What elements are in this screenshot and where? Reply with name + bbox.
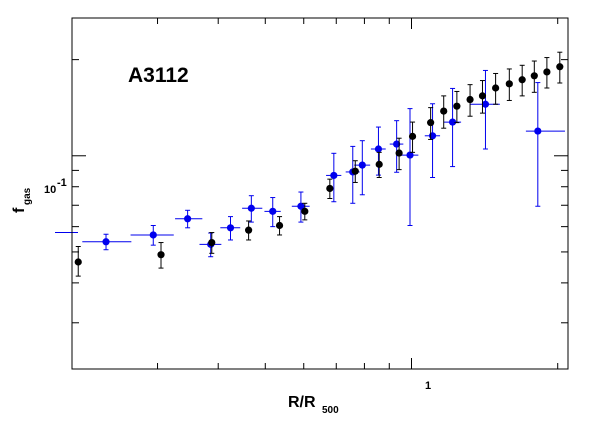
blue-point (291, 191, 310, 223)
blue-point (443, 87, 462, 168)
black-marker (326, 184, 334, 193)
black-point (326, 178, 334, 199)
black-point (375, 151, 383, 179)
black-point (275, 216, 284, 236)
black-point (530, 60, 538, 93)
blue-marker (393, 140, 401, 148)
black-marker (466, 95, 474, 104)
blue-point (130, 224, 174, 246)
blue-point (175, 209, 203, 229)
black-point (208, 232, 216, 254)
blue-marker (184, 215, 192, 223)
black-marker (556, 63, 564, 71)
black-point (453, 90, 461, 124)
black-point (543, 57, 551, 89)
y-axis-label-sub: gas (22, 187, 33, 205)
black-marker (208, 238, 216, 247)
black-marker (478, 92, 487, 100)
x-axis-label-sub: 500 (322, 405, 339, 416)
black-marker (245, 226, 253, 234)
black-marker (518, 76, 526, 84)
blue-point (370, 126, 386, 176)
blue-point (264, 197, 281, 228)
black-marker (440, 107, 448, 115)
blue-marker (448, 118, 457, 126)
blue-point (401, 108, 419, 226)
y-tick-label: 10 -1 (44, 177, 67, 196)
blue-marker (102, 238, 110, 246)
black-point (556, 51, 564, 84)
black-series (74, 51, 564, 277)
y-axis-label: f gas (11, 187, 33, 213)
black-point (157, 242, 165, 269)
blue-marker (269, 207, 277, 215)
x-axis-label: R/R 500 (288, 394, 339, 416)
black-marker (157, 251, 165, 259)
blue-marker (297, 202, 305, 210)
blue-marker (406, 151, 414, 159)
blue-marker (247, 204, 255, 212)
black-marker (408, 132, 417, 140)
black-marker (275, 221, 284, 230)
cluster-annotation: A3112 (128, 64, 189, 87)
black-marker (301, 207, 309, 215)
black-point (440, 95, 448, 129)
blue-point (354, 140, 371, 196)
blue-marker (481, 100, 490, 108)
blue-point (424, 103, 441, 179)
black-point (478, 80, 487, 114)
black-point (395, 137, 403, 171)
black-point (351, 160, 359, 183)
x-tick-label: 1 (425, 380, 431, 392)
y-tick-label-base: 10 (44, 184, 56, 196)
black-point (427, 107, 435, 140)
black-point (492, 72, 500, 105)
blue-marker (428, 132, 437, 140)
blue-marker (149, 231, 157, 239)
blue-marker (226, 224, 235, 232)
black-marker (530, 72, 538, 80)
blue-marker (374, 145, 383, 153)
axis-ticks (71, 18, 568, 369)
blue-point (242, 195, 263, 223)
black-marker (505, 80, 513, 88)
blue-marker (330, 171, 338, 180)
blue-point (389, 120, 404, 173)
black-point (301, 202, 309, 221)
black-marker (351, 167, 359, 175)
black-marker (74, 258, 82, 266)
y-tick-label-exponent: -1 (57, 177, 67, 189)
black-marker (375, 160, 383, 168)
blue-point (345, 145, 360, 204)
black-point (505, 68, 513, 101)
blue-marker (534, 127, 542, 135)
blue-series (55, 69, 565, 258)
black-marker (395, 149, 403, 157)
black-point (518, 64, 526, 97)
x-axis-label-main: R/R (288, 394, 316, 411)
blue-point (82, 233, 132, 251)
black-marker (492, 84, 500, 92)
black-marker (453, 102, 461, 110)
black-marker (427, 119, 435, 127)
black-point (245, 220, 253, 241)
black-point (74, 245, 82, 277)
black-point (466, 84, 474, 117)
blue-point (220, 216, 241, 241)
blue-marker (358, 161, 366, 169)
black-point (408, 121, 417, 153)
black-marker (543, 68, 551, 76)
blue-point (525, 82, 565, 207)
y-axis-label-main: f (11, 207, 28, 213)
blue-point (326, 152, 342, 203)
plot-frame (71, 17, 569, 370)
